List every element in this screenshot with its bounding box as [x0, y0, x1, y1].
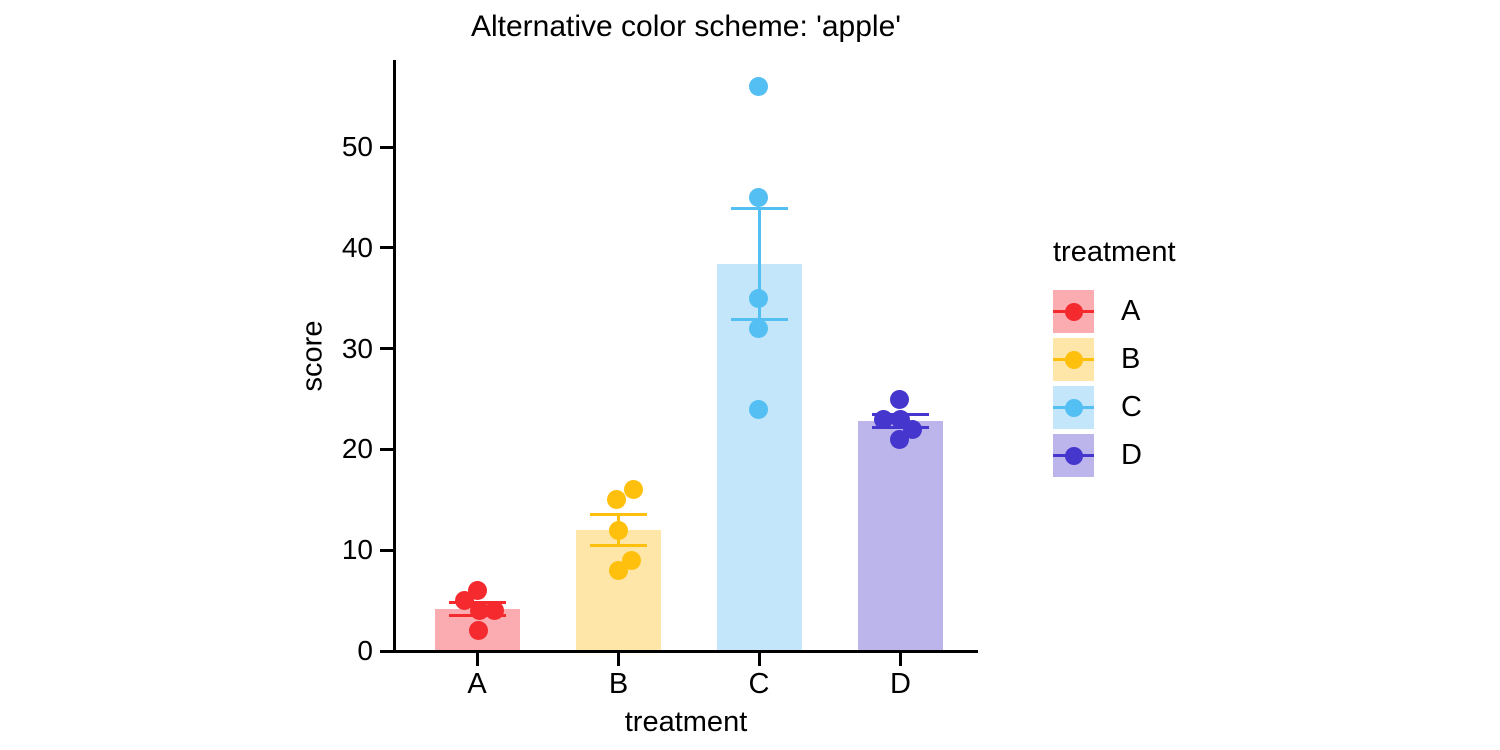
y-tick-label: 20 [341, 433, 373, 465]
bar-B [576, 530, 661, 650]
point-C [748, 77, 768, 97]
x-tick-mark [899, 653, 902, 666]
legend-point-glyph [1064, 446, 1083, 465]
y-tick-label: 50 [341, 131, 373, 162]
legend-label-A: A [1121, 295, 1141, 327]
legend-item-A: A [1053, 290, 1176, 333]
errorbar-cap-C-upper [730, 206, 788, 210]
point-B [608, 520, 628, 540]
x-tick-label-C: C [748, 668, 770, 700]
x-tick-mark [757, 653, 761, 666]
x-tick-mark [617, 653, 620, 666]
y-tick-label: 0 [357, 635, 373, 666]
point-C [748, 399, 768, 419]
y-tick-mark [380, 447, 393, 451]
legend-label-C: C [1121, 391, 1142, 423]
y-tick-mark [380, 347, 393, 351]
y-tick-mark [380, 649, 393, 653]
x-axis-line [393, 650, 978, 653]
legend-item-B: B [1053, 338, 1176, 381]
legend-item-D: D [1053, 434, 1176, 477]
point-A [454, 591, 474, 611]
point-D [873, 409, 893, 429]
x-tick-label-B: B [608, 668, 629, 700]
point-C [748, 288, 768, 308]
legend-swatch-B [1053, 338, 1094, 381]
point-B [623, 480, 643, 500]
point-B [606, 490, 626, 510]
y-tick-mark [380, 548, 393, 552]
point-D [889, 389, 909, 409]
x-tick-label-A: A [467, 668, 487, 700]
y-tick-label: 40 [341, 231, 373, 263]
legend-point-glyph [1064, 350, 1083, 369]
errorbar-cap-B-lower [590, 544, 647, 548]
errorbar-cap-B-upper [590, 512, 647, 516]
chart-title: Alternative color scheme: 'apple' [470, 10, 901, 43]
legend-item-C: C [1053, 386, 1176, 429]
y-tick-label: 10 [341, 534, 373, 566]
legend-point-glyph [1064, 302, 1083, 321]
legend-title: treatment [1053, 236, 1176, 268]
errorbar-stem-C [757, 208, 761, 320]
point-C [748, 187, 768, 207]
y-tick-mark [380, 145, 393, 149]
point-C [748, 318, 768, 338]
legend-point-glyph [1064, 398, 1083, 417]
legend-swatch-A [1053, 290, 1094, 333]
y-axis-line [393, 60, 396, 653]
legend-label-D: D [1121, 439, 1142, 471]
x-tick-mark [475, 653, 479, 666]
legend-swatch-D [1053, 434, 1094, 477]
legend-swatch-C [1053, 386, 1094, 429]
point-D [889, 429, 909, 449]
y-tick-label: 30 [341, 332, 373, 364]
point-B [608, 560, 628, 580]
point-A [468, 621, 488, 641]
bar-D [858, 421, 943, 650]
point-A [484, 601, 504, 621]
legend-label-B: B [1121, 343, 1141, 375]
y-tick-mark [380, 246, 393, 250]
point-A [469, 601, 489, 621]
x-axis-title: treatment [624, 706, 748, 738]
x-tick-label-D: D [890, 668, 911, 700]
